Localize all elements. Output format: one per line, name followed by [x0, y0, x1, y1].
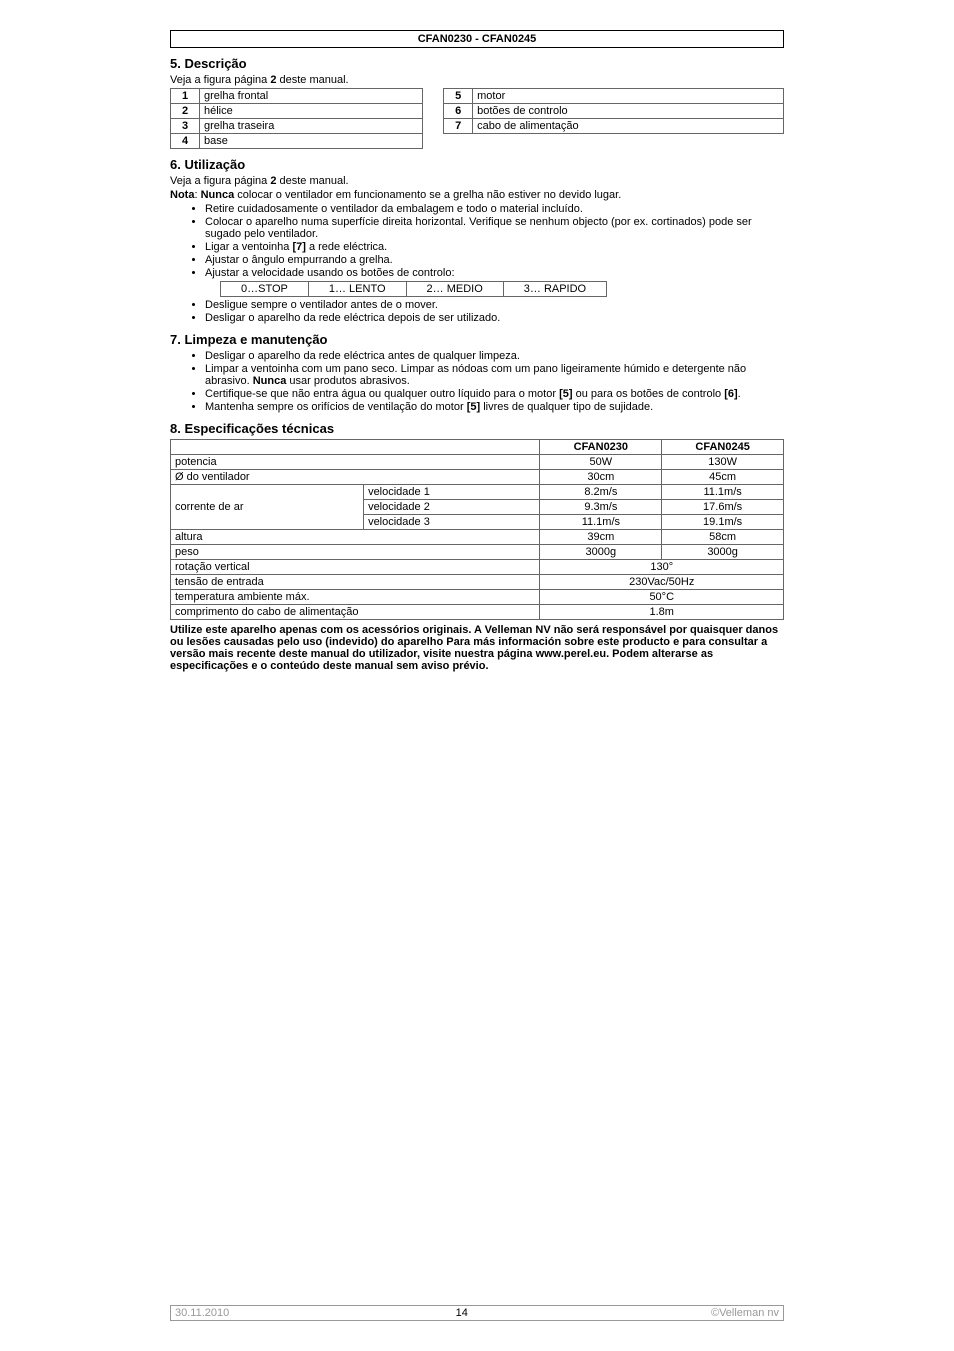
parts-table: 1grelha frontal5motor 2hélice6botões de … [170, 88, 784, 149]
list-item: Certifique-se que não entra água ou qual… [205, 388, 784, 400]
list-item: Desligue sempre o ventilador antes de o … [205, 299, 784, 311]
section-5-title: 5. Descrição [170, 56, 784, 71]
footer-date: 30.11.2010 [171, 1306, 309, 1320]
list-item: Limpar a ventoinha com um pano seco. Lim… [205, 363, 784, 387]
footer-copyright: ©Velleman nv [615, 1306, 783, 1320]
list-item: Ajustar o ângulo empurrando a grelha. [205, 254, 784, 266]
section-7-list: Desligar o aparelho da rede eléctrica an… [170, 350, 784, 413]
list-item: Desligar o aparelho da rede eléctrica an… [205, 350, 784, 362]
speed-table: 0…STOP1… LENTO2… MEDIO3… RAPIDO [220, 281, 607, 297]
spec-table: CFAN0230CFAN0245 potencia50W130W Ø do ve… [170, 439, 784, 620]
section-6-title: 6. Utilização [170, 157, 784, 172]
list-item: Mantenha sempre os orifícios de ventilaç… [205, 401, 784, 413]
section-6-intro: Veja a figura página 2 deste manual. [170, 175, 784, 187]
list-item: Retire cuidadosamente o ventilador da em… [205, 203, 784, 215]
list-item: Desligar o aparelho da rede eléctrica de… [205, 312, 784, 324]
list-item: Colocar o aparelho numa superfície direi… [205, 216, 784, 240]
list-item: Ajustar a velocidade usando os botões de… [205, 267, 784, 279]
section-6-nota: Nota: Nunca colocar o ventilador em func… [170, 189, 784, 201]
list-item: Ligar a ventoinha [7] a rede eléctrica. [205, 241, 784, 253]
section-8-title: 8. Especificações técnicas [170, 421, 784, 436]
section-6-list2: Desligue sempre o ventilador antes de o … [170, 299, 784, 324]
page-footer: 30.11.2010 14 ©Velleman nv [170, 1305, 784, 1321]
section-5-intro: Veja a figura página 2 deste manual. [170, 74, 784, 86]
section-6-list: Retire cuidadosamente o ventilador da em… [170, 203, 784, 279]
doc-header: CFAN0230 - CFAN0245 [170, 30, 784, 48]
disclaimer: Utilize este aparelho apenas com os aces… [170, 624, 784, 672]
section-7-title: 7. Limpeza e manutenção [170, 332, 784, 347]
footer-page: 14 [309, 1306, 615, 1320]
